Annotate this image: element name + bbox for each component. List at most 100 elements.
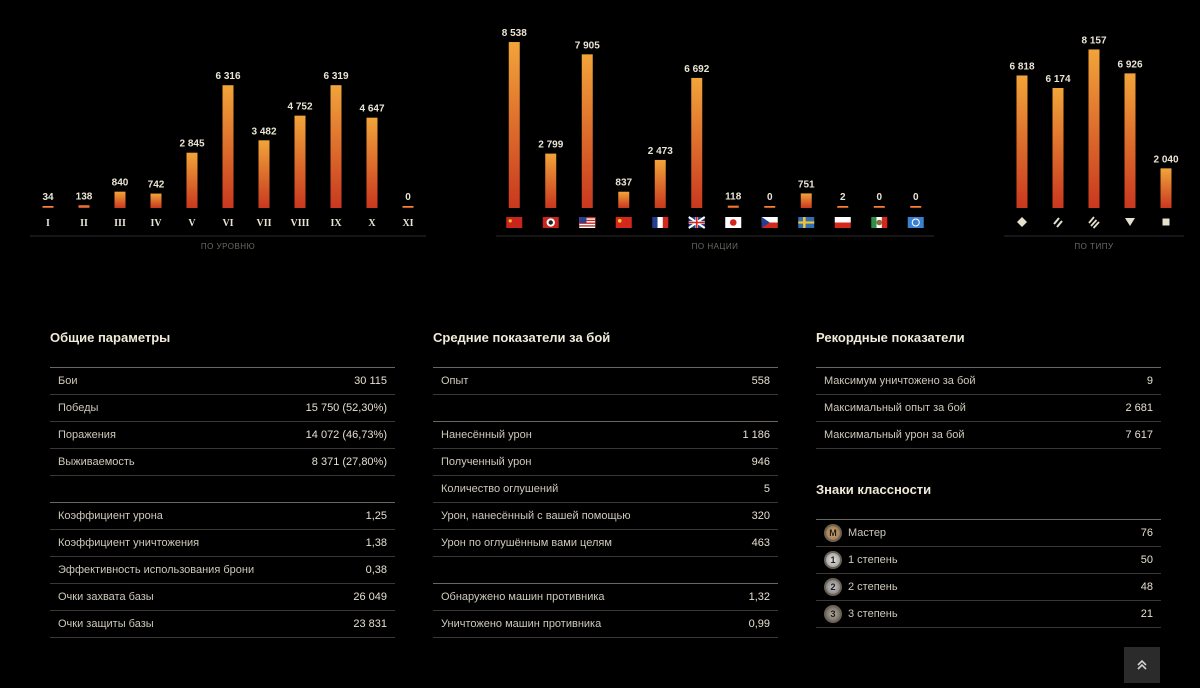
bar-germany[interactable]: [545, 153, 557, 208]
bar-value-label: 4 647: [359, 104, 384, 115]
bar-value-label: 837: [615, 178, 632, 189]
average-stats-rows: Опыт 558 Нанесённый урон 1 186 Полученный …: [433, 367, 778, 638]
general-stats-rows: Бои 30 115 Победы 15 750 (52,30%) Поражени…: [50, 367, 395, 638]
tier-tick-label: III: [114, 218, 126, 229]
type-medium-icon: [1053, 217, 1063, 228]
bar-value-label: 34: [42, 192, 54, 203]
bar-italy[interactable]: [873, 206, 885, 208]
stat-label: Победы: [58, 402, 99, 414]
bar-usa[interactable]: [581, 54, 593, 208]
bar-value-label: 6 174: [1045, 74, 1070, 85]
bar-vi[interactable]: [222, 85, 234, 208]
stat-row-stuns: Количество оглушений 5: [433, 476, 778, 503]
stat-label: Полученный урон: [441, 456, 532, 468]
flag-intunion-icon: [907, 217, 924, 228]
stat-value: 26 049: [353, 591, 387, 603]
bar-uk[interactable]: [691, 77, 703, 208]
stat-value: 1,32: [748, 591, 770, 603]
scroll-to-top-button[interactable]: [1124, 647, 1160, 683]
bar-china[interactable]: [618, 191, 630, 208]
stat-value: 1 186: [742, 429, 770, 441]
tier-tick-label: VI: [222, 218, 233, 229]
flag-ussr-icon: [506, 217, 523, 228]
bar-value-label: 4 752: [287, 102, 312, 113]
bar-czech[interactable]: [764, 206, 776, 208]
stat-value: 1,25: [365, 510, 387, 522]
stat-row-damage-ratio: Коэффициент урона 1,25: [50, 503, 395, 530]
row-spacer: [50, 476, 395, 503]
tier-tick-label: II: [80, 218, 88, 229]
chart-by-tier-caption: по уровню: [200, 242, 256, 251]
bar-light[interactable]: [1016, 75, 1028, 208]
mastery-second-class-icon: 2: [824, 578, 842, 596]
bar-xi[interactable]: [402, 206, 414, 208]
bar-v[interactable]: [186, 152, 198, 208]
stat-value: 463: [751, 537, 770, 549]
flag-japan-icon: [725, 217, 742, 228]
bar-vii[interactable]: [258, 140, 270, 208]
bar-value-label: 0: [913, 192, 919, 203]
flag-sweden-icon: [798, 217, 815, 228]
type-light-icon: [1017, 217, 1027, 227]
flag-czech-icon: [761, 217, 778, 228]
bar-ix[interactable]: [330, 85, 342, 208]
bar-value-label: 6 818: [1009, 61, 1034, 72]
stat-row-capture-points: Очки захвата базы 26 049: [50, 584, 395, 611]
mastery-master-icon: M: [824, 524, 842, 542]
bar-spg[interactable]: [1160, 168, 1172, 208]
general-stats-title: Общие параметры: [50, 330, 171, 345]
stat-label: Уничтожено машин противника: [441, 618, 602, 630]
badge-count: 50: [1140, 554, 1153, 566]
tier-tick-label: VII: [256, 218, 271, 229]
bar-poland[interactable]: [837, 206, 849, 208]
badge-label: Мастер: [848, 527, 887, 539]
bar-value-label: 6 316: [215, 71, 240, 82]
bar-value-label: 2 845: [179, 139, 204, 150]
chart-by-type-svg: 6 818 6 174 8 157 6 926 2 040: [1004, 35, 1184, 237]
records-panel: Рекордные показатели Максимум уничтожено…: [816, 328, 1161, 628]
bar-iv[interactable]: [150, 193, 162, 208]
tier-tick-label: I: [46, 218, 50, 229]
stat-value: 558: [751, 375, 770, 387]
flag-germany-icon: [542, 217, 559, 228]
type-spg-icon: [1162, 218, 1170, 226]
bar-iii[interactable]: [114, 191, 126, 208]
stat-label: Очки захвата базы: [58, 591, 154, 603]
bar-heavy[interactable]: [1088, 49, 1100, 208]
mastery-first-class-icon: 1: [824, 551, 842, 569]
bar-sweden[interactable]: [800, 193, 812, 208]
stat-value: 0,99: [748, 618, 770, 630]
tier-tick-label: V: [188, 218, 196, 229]
bar-td[interactable]: [1124, 73, 1136, 208]
stat-value: 0,38: [365, 564, 387, 576]
bar-viii[interactable]: [294, 115, 306, 208]
bar-x[interactable]: [366, 117, 378, 208]
badge-label: 2 степень: [848, 581, 898, 593]
chart-by-nation: 8 538 2 799 7 905 837 2 473 6 692 118 0 751 2 0 0: [496, 20, 934, 237]
bar-intunion[interactable]: [910, 206, 922, 208]
bar-value-label: 6 926: [1117, 59, 1142, 70]
stat-row-damage-dealt: Нанесённый урон 1 186: [433, 422, 778, 449]
bar-france[interactable]: [654, 159, 666, 208]
stat-row-stun-damage: Урон по оглушённым вами целям 463: [433, 530, 778, 557]
badge-count: 48: [1140, 581, 1153, 593]
flag-italy-icon: [871, 217, 888, 228]
bar-ii[interactable]: [78, 205, 90, 208]
bar-value-label: 8 157: [1081, 35, 1106, 46]
bar-ussr[interactable]: [508, 42, 520, 208]
tier-tick-label: VIII: [291, 218, 310, 229]
general-stats-panel: Общие параметры Бои 30 115 Победы 15 750 (…: [50, 328, 395, 638]
bar-value-label: 2: [840, 192, 846, 203]
type-td-icon: [1125, 218, 1135, 226]
type-heavy-icon: [1088, 216, 1100, 229]
stat-row-armor-efficiency: Эффективность использования брони 0,38: [50, 557, 395, 584]
bar-value-label: 0: [767, 192, 773, 203]
row-spacer: [433, 557, 778, 584]
stat-label: Урон, нанесённый с вашей помощью: [441, 510, 631, 522]
badges-rows: M Мастер 76 1 1 степень 50 2 2 степень 48 3 3 с…: [816, 519, 1161, 628]
bar-i[interactable]: [42, 206, 54, 208]
bar-japan[interactable]: [727, 205, 739, 208]
row-spacer: [433, 395, 778, 422]
stat-label: Очки защиты базы: [58, 618, 154, 630]
bar-medium[interactable]: [1052, 87, 1064, 208]
